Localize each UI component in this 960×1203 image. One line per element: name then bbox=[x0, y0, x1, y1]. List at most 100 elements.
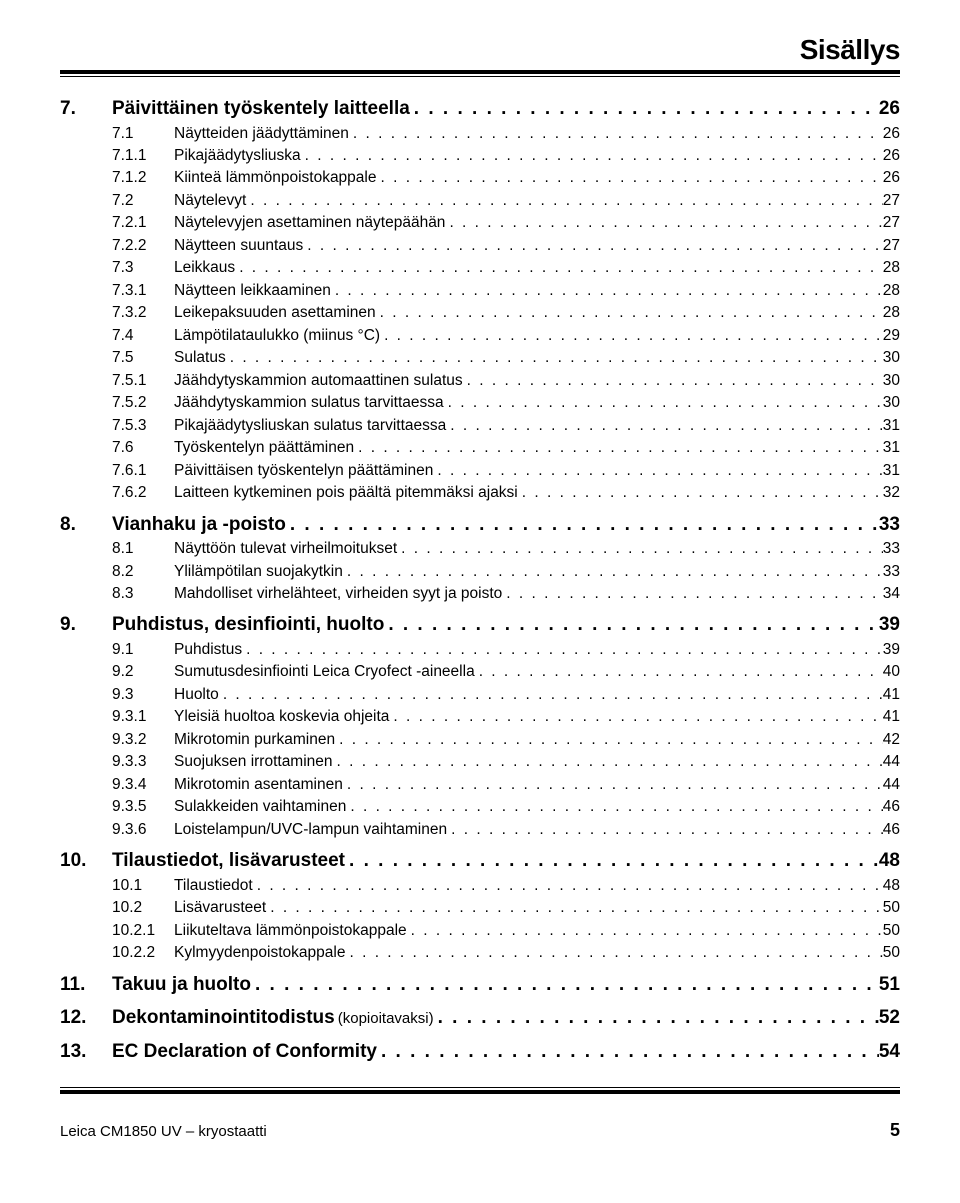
toc-entry-page: 50 bbox=[883, 942, 900, 964]
toc-entry-number: 11. bbox=[60, 971, 112, 999]
toc-entry-number: 7. bbox=[60, 95, 112, 123]
toc-entry-page: 50 bbox=[883, 920, 900, 942]
toc-leader-dots: . . . . . . . . . . . . . . . . . . . . … bbox=[333, 751, 883, 773]
toc-entry-page: 33 bbox=[879, 511, 900, 539]
toc-entry: 7.3Leikkaus. . . . . . . . . . . . . . .… bbox=[60, 257, 900, 279]
toc-entry-title: Leikkaus bbox=[174, 257, 235, 279]
toc-entry-title: EC Declaration of Conformity bbox=[112, 1038, 377, 1066]
toc-entry-page: 33 bbox=[883, 561, 900, 583]
toc-entry-number: 10. bbox=[60, 847, 112, 875]
toc-entry: 7.5.3Pikajäädytysliuskan sulatus tarvitt… bbox=[60, 415, 900, 437]
toc-entry-page: 30 bbox=[883, 392, 900, 414]
toc-entry-number: 9.3.6 bbox=[112, 819, 174, 841]
toc-leader-dots: . . . . . . . . . . . . . . . . . . . . … bbox=[384, 611, 879, 639]
toc-entry: 13.EC Declaration of Conformity. . . . .… bbox=[60, 1038, 900, 1066]
page-footer: Leica CM1850 UV – kryostaatti 5 bbox=[60, 1120, 900, 1141]
toc-entry-number: 12. bbox=[60, 1004, 112, 1032]
toc-entry: 8.2Ylilämpötilan suojakytkin. . . . . . … bbox=[60, 561, 900, 583]
toc-entry-title: Näytteen suuntaus bbox=[174, 235, 303, 257]
toc-entry-number: 7.2.2 bbox=[112, 235, 174, 257]
toc-leader-dots: . . . . . . . . . . . . . . . . . . . . … bbox=[331, 280, 883, 302]
toc-entry-page: 26 bbox=[883, 167, 900, 189]
toc-entry-title: Työskentelyn päättäminen bbox=[174, 437, 354, 459]
toc-entry-number: 7.5.3 bbox=[112, 415, 174, 437]
toc-entry-page: 27 bbox=[883, 235, 900, 257]
toc-entry: 7.6.2Laitteen kytkeminen pois päältä pit… bbox=[60, 482, 900, 504]
toc-entry-title: Tilaustiedot, lisävarusteet bbox=[112, 847, 345, 875]
toc-entry-title: Huolto bbox=[174, 684, 219, 706]
toc-entry-number: 10.2.2 bbox=[112, 942, 174, 964]
toc-entry-page: 46 bbox=[883, 796, 900, 818]
toc-entry-number: 7.2 bbox=[112, 190, 174, 212]
toc-entry-title: Puhdistus, desinfiointi, huolto bbox=[112, 611, 384, 639]
toc-leader-dots: . . . . . . . . . . . . . . . . . . . . … bbox=[242, 639, 883, 661]
toc-entry-number: 7.4 bbox=[112, 325, 174, 347]
toc-entry-page: 26 bbox=[879, 95, 900, 123]
toc-entry-page: 31 bbox=[883, 460, 900, 482]
toc-entry-page: 27 bbox=[883, 190, 900, 212]
toc-entry-page: 30 bbox=[883, 370, 900, 392]
toc-entry: 7.2.1Näytelevyjen asettaminen näytepäähä… bbox=[60, 212, 900, 234]
toc-entry-page: 28 bbox=[883, 302, 900, 324]
toc-entry: 9.3.2Mikrotomin purkaminen. . . . . . . … bbox=[60, 729, 900, 751]
toc-leader-dots: . . . . . . . . . . . . . . . . . . . . … bbox=[343, 561, 883, 583]
toc-entry-title: Dekontaminointitodistus bbox=[112, 1004, 338, 1032]
toc-entry: 9.3.5Sulakkeiden vaihtaminen. . . . . . … bbox=[60, 796, 900, 818]
toc-entry-page: 30 bbox=[883, 347, 900, 369]
toc-leader-dots: . . . . . . . . . . . . . . . . . . . . … bbox=[518, 482, 883, 504]
toc-entry-number: 7.1 bbox=[112, 123, 174, 145]
toc-entry-page: 29 bbox=[883, 325, 900, 347]
toc-entry-title: Näytteen leikkaaminen bbox=[174, 280, 331, 302]
header-rule-thick bbox=[60, 70, 900, 74]
toc-leader-dots: . . . . . . . . . . . . . . . . . . . . … bbox=[376, 167, 882, 189]
toc-entry: 9.Puhdistus, desinfiointi, huolto. . . .… bbox=[60, 611, 900, 639]
toc-entry-page: 51 bbox=[879, 971, 900, 999]
toc-entry-title: Näytteiden jäädyttäminen bbox=[174, 123, 349, 145]
toc-entry-title: Liikuteltava lämmönpoistokappale bbox=[174, 920, 407, 942]
header-rule-thin bbox=[60, 76, 900, 77]
toc-entry-number: 10.2 bbox=[112, 897, 174, 919]
toc-leader-dots: . . . . . . . . . . . . . . . . . . . . … bbox=[377, 1038, 879, 1066]
toc-entry-number: 9.3.3 bbox=[112, 751, 174, 773]
toc-entry-title: Vianhaku ja -poisto bbox=[112, 511, 286, 539]
toc-leader-dots: . . . . . . . . . . . . . . . . . . . . … bbox=[253, 875, 883, 897]
toc-entry: 7.3.2Leikepaksuuden asettaminen. . . . .… bbox=[60, 302, 900, 324]
toc-entry-page: 46 bbox=[883, 819, 900, 841]
toc-entry-number: 8. bbox=[60, 511, 112, 539]
toc-entry: 7.4Lämpötilataulukko (miinus °C). . . . … bbox=[60, 325, 900, 347]
toc-entry-number: 7.3.1 bbox=[112, 280, 174, 302]
toc-entry-number: 9.3.4 bbox=[112, 774, 174, 796]
toc-leader-dots: . . . . . . . . . . . . . . . . . . . . … bbox=[446, 415, 883, 437]
toc-leader-dots: . . . . . . . . . . . . . . . . . . . . … bbox=[447, 819, 883, 841]
toc-entry-title: Leikepaksuuden asettaminen bbox=[174, 302, 376, 324]
toc-entry-number: 13. bbox=[60, 1038, 112, 1066]
toc-entry: 9.3.1Yleisiä huoltoa koskevia ohjeita. .… bbox=[60, 706, 900, 728]
toc-leader-dots: . . . . . . . . . . . . . . . . . . . . … bbox=[246, 190, 882, 212]
toc-entry-number: 9.1 bbox=[112, 639, 174, 661]
toc-entry: 7.5Sulatus. . . . . . . . . . . . . . . … bbox=[60, 347, 900, 369]
toc-leader-dots: . . . . . . . . . . . . . . . . . . . . … bbox=[445, 212, 882, 234]
toc-entry: 7.1.1Pikajäädytysliuska. . . . . . . . .… bbox=[60, 145, 900, 167]
toc-entry: 9.3.3Suojuksen irrottaminen. . . . . . .… bbox=[60, 751, 900, 773]
toc-entry: 7.1.2Kiinteä lämmönpoistokappale. . . . … bbox=[60, 167, 900, 189]
toc-entry-title: Loistelampun/UVC-lampun vaihtaminen bbox=[174, 819, 447, 841]
toc-entry-number: 9.3.2 bbox=[112, 729, 174, 751]
toc-entry-page: 52 bbox=[879, 1004, 900, 1032]
toc-leader-dots: . . . . . . . . . . . . . . . . . . . . … bbox=[343, 774, 883, 796]
toc-leader-dots: . . . . . . . . . . . . . . . . . . . . … bbox=[354, 437, 883, 459]
toc-leader-dots: . . . . . . . . . . . . . . . . . . . . … bbox=[397, 538, 883, 560]
toc-entry-number: 7.3 bbox=[112, 257, 174, 279]
toc-leader-dots: . . . . . . . . . . . . . . . . . . . . … bbox=[389, 706, 882, 728]
toc-entry: 7.6Työskentelyn päättäminen. . . . . . .… bbox=[60, 437, 900, 459]
toc-entry: 7.5.1Jäähdytyskammion automaattinen sula… bbox=[60, 370, 900, 392]
toc-entry-page: 28 bbox=[883, 280, 900, 302]
toc-entry: 8.3Mahdolliset virhelähteet, virheiden s… bbox=[60, 583, 900, 605]
toc-entry: 9.1Puhdistus. . . . . . . . . . . . . . … bbox=[60, 639, 900, 661]
toc-entry-page: 28 bbox=[883, 257, 900, 279]
toc-leader-dots: . . . . . . . . . . . . . . . . . . . . … bbox=[301, 145, 883, 167]
toc-entry-title: Puhdistus bbox=[174, 639, 242, 661]
toc-entry-page: 54 bbox=[879, 1038, 900, 1066]
toc-entry-page: 32 bbox=[883, 482, 900, 504]
toc-entry-page: 48 bbox=[879, 847, 900, 875]
toc-entry-title: Päivittäisen työskentelyn päättäminen bbox=[174, 460, 433, 482]
